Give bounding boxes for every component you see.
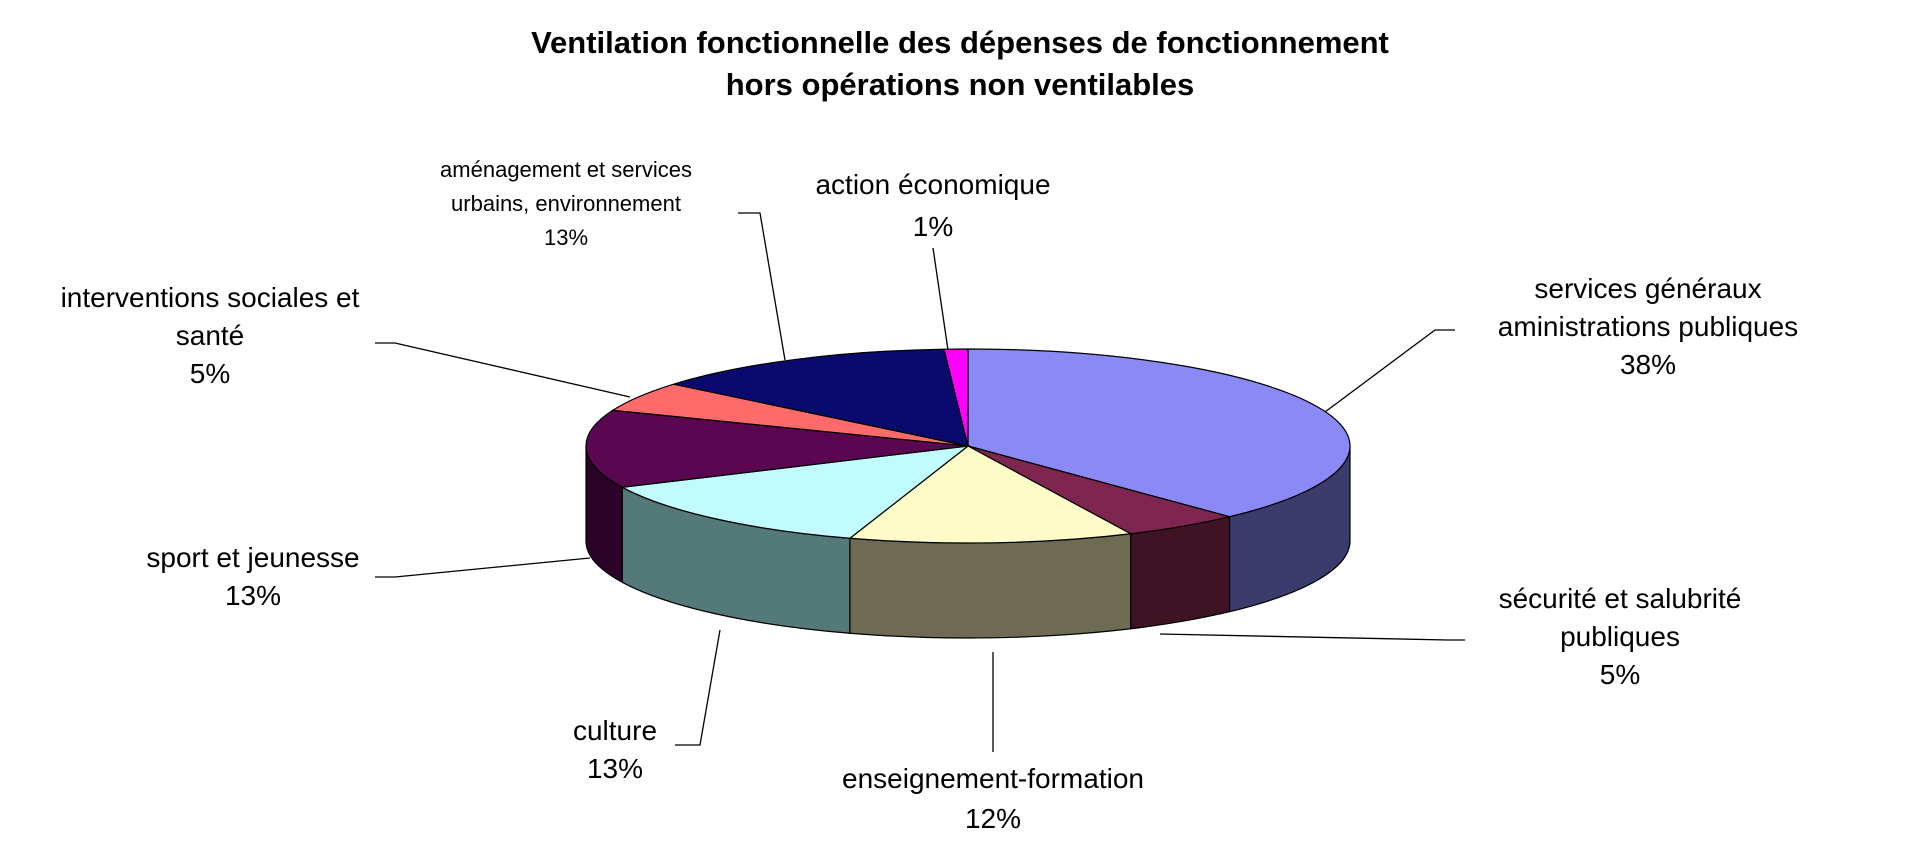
slice-culture: [620, 445, 971, 539]
slice-name-securite: sécurité et salubrité: [1499, 583, 1742, 614]
leader-line-amenagement: [738, 212, 786, 361]
slice-name-securite: publiques: [1560, 621, 1680, 652]
slice-labels: services généraux aministrations publique…: [61, 157, 1799, 834]
slice-value-interventions: 5%: [190, 358, 230, 389]
slice-services: [967, 348, 1351, 518]
chart-title: Ventilation fonctionnelle des dépenses d…: [0, 22, 1920, 106]
slice-value-sport: 13%: [225, 580, 281, 611]
leader-line-services: [1324, 329, 1455, 413]
slice-label-amenagement: aménagement et services urbains, environn…: [440, 157, 692, 250]
pie-side-walls: [585, 445, 1351, 639]
slice-name-interventions: interventions sociales et: [61, 282, 360, 313]
chart-title-line-2: hors opérations non ventilables: [725, 67, 1195, 102]
leader-line-securite: [1159, 633, 1465, 641]
slice-name-amenagement: urbains, environnement: [451, 191, 681, 216]
slice-label-interventions: interventions sociales et santé 5%: [61, 282, 360, 389]
slice-sport: [585, 409, 969, 488]
slice-value-culture: 13%: [587, 753, 643, 784]
slice-value-amenagement: 13%: [544, 225, 588, 250]
slice-side-enseignement: [849, 533, 1132, 639]
pie-top-faces: [585, 348, 1351, 544]
slice-name-enseignement: enseignement-formation: [842, 763, 1144, 794]
slice-name-amenagement: aménagement et services: [440, 157, 692, 182]
slice-value-services: 38%: [1620, 349, 1676, 380]
slice-label-action: action économique 1%: [815, 169, 1050, 242]
slice-value-enseignement: 12%: [965, 803, 1021, 834]
slice-amenagement: [673, 348, 969, 447]
slice-value-action: 1%: [913, 211, 953, 242]
chart-title-line-1: Ventilation fonctionnelle des dépenses d…: [531, 25, 1389, 60]
slice-name-action: action économique: [815, 169, 1050, 200]
leader-line-sport: [375, 557, 591, 578]
slice-action: [943, 348, 969, 447]
slice-name-services: services généraux: [1534, 273, 1761, 304]
slice-side-securite: [1130, 515, 1231, 630]
slice-label-enseignement: enseignement-formation 12%: [842, 763, 1144, 834]
slice-value-securite: 5%: [1600, 659, 1640, 690]
slice-name-interventions: santé: [176, 320, 245, 351]
slice-label-culture: culture 13%: [573, 715, 657, 784]
slice-label-services: services généraux aministrations publique…: [1498, 273, 1798, 380]
slice-name-sport: sport et jeunesse: [146, 542, 359, 573]
leader-line-culture: [675, 629, 721, 746]
leader-line-action: [932, 247, 949, 351]
leader-line-interventions: [375, 342, 631, 398]
leader-lines: [375, 212, 1465, 752]
slice-name-culture: culture: [573, 715, 657, 746]
slice-enseignement: [848, 445, 1133, 544]
slice-label-sport: sport et jeunesse 13%: [146, 542, 359, 611]
slice-name-services: aministrations publiques: [1498, 311, 1798, 342]
slice-label-securite: sécurité et salubrité publiques 5%: [1499, 583, 1742, 690]
